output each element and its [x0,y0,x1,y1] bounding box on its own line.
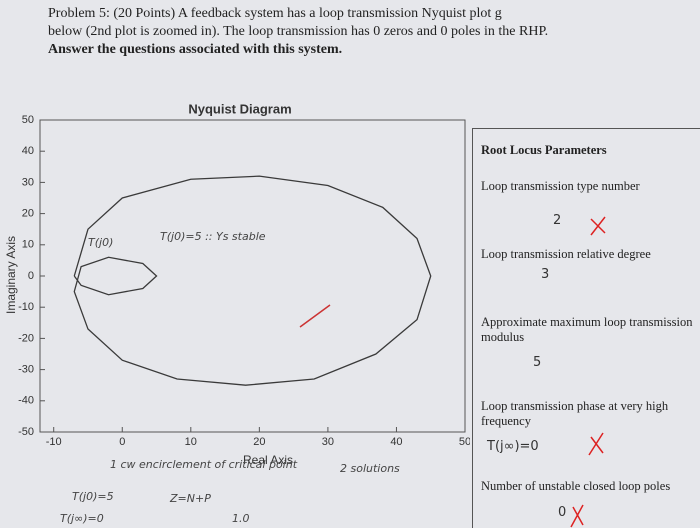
header-line: Problem 5: (20 Points) A feedback system… [48,6,502,21]
header-line: below (2nd plot is zoomed in). The loop … [48,24,549,39]
x-tick-label: -10 [46,436,62,448]
y-tick-label: 50 [22,114,34,126]
row-label: Loop transmission relative degree [481,247,651,261]
y-tick-label: -20 [18,332,34,344]
handwriting: 2 solutions [340,462,400,475]
y-tick-label: -40 [18,395,34,407]
panel-title: Root Locus Parameters [481,143,607,157]
handwriting: T(j0)=5 :: Ys stable [160,230,266,243]
handwriting: Z=N+P [170,492,211,505]
row-answer: 3 [541,267,550,282]
row-label: Loop transmission phase at very high fre… [481,399,669,428]
handwriting: 1 cw encirclement of critical point [110,458,298,471]
y-tick-label: 10 [22,239,34,251]
x-tick-label: 20 [253,436,265,448]
handwriting: 1.0 [232,512,250,525]
row-answer: 5 [533,355,542,370]
x-tick-label: 30 [322,436,334,448]
row-label: Loop transmission type number [481,179,640,193]
x-tick-label: 40 [390,436,402,448]
handwriting: T(j∞)=0 [60,512,104,525]
row-answer: 2 [553,213,562,228]
x-axis-label: Real Axis [243,453,293,467]
row-label: Approximate maximum loop transmission mo… [481,315,693,344]
header-line: Answer the questions associated with thi… [48,42,343,57]
x-tick-label: 0 [119,436,125,448]
y-tick-label: -50 [18,426,34,438]
y-tick-label: 40 [22,145,34,157]
chart-title: Nyquist Diagram [188,101,291,116]
x-tick-label: 10 [185,436,197,448]
scribble [299,304,331,328]
x-tick-label: 50 [459,436,470,448]
y-tick-label: 20 [22,208,34,220]
nyquist-curve [73,175,432,386]
nyquist-chart: Nyquist Diagram Real Axis Imaginary Axis… [4,101,470,467]
y-axis-label: Imaginary Axis [4,236,18,314]
red-marks [570,216,606,528]
parameter-panel: Root Locus Parameters Loop transmission … [472,128,700,528]
y-tick-label: -10 [18,301,34,313]
handwriting: T(j0)=5 [72,490,114,503]
handwriting: T(j0) [88,236,114,249]
row-answer: T(j∞)=0 [487,439,539,454]
y-tick-label: -30 [18,364,34,376]
row-label: Number of unstable closed loop poles [481,479,671,493]
row-answer: 0 [558,505,567,520]
y-tick-label: 0 [28,270,34,282]
y-tick-label: 30 [22,176,34,188]
